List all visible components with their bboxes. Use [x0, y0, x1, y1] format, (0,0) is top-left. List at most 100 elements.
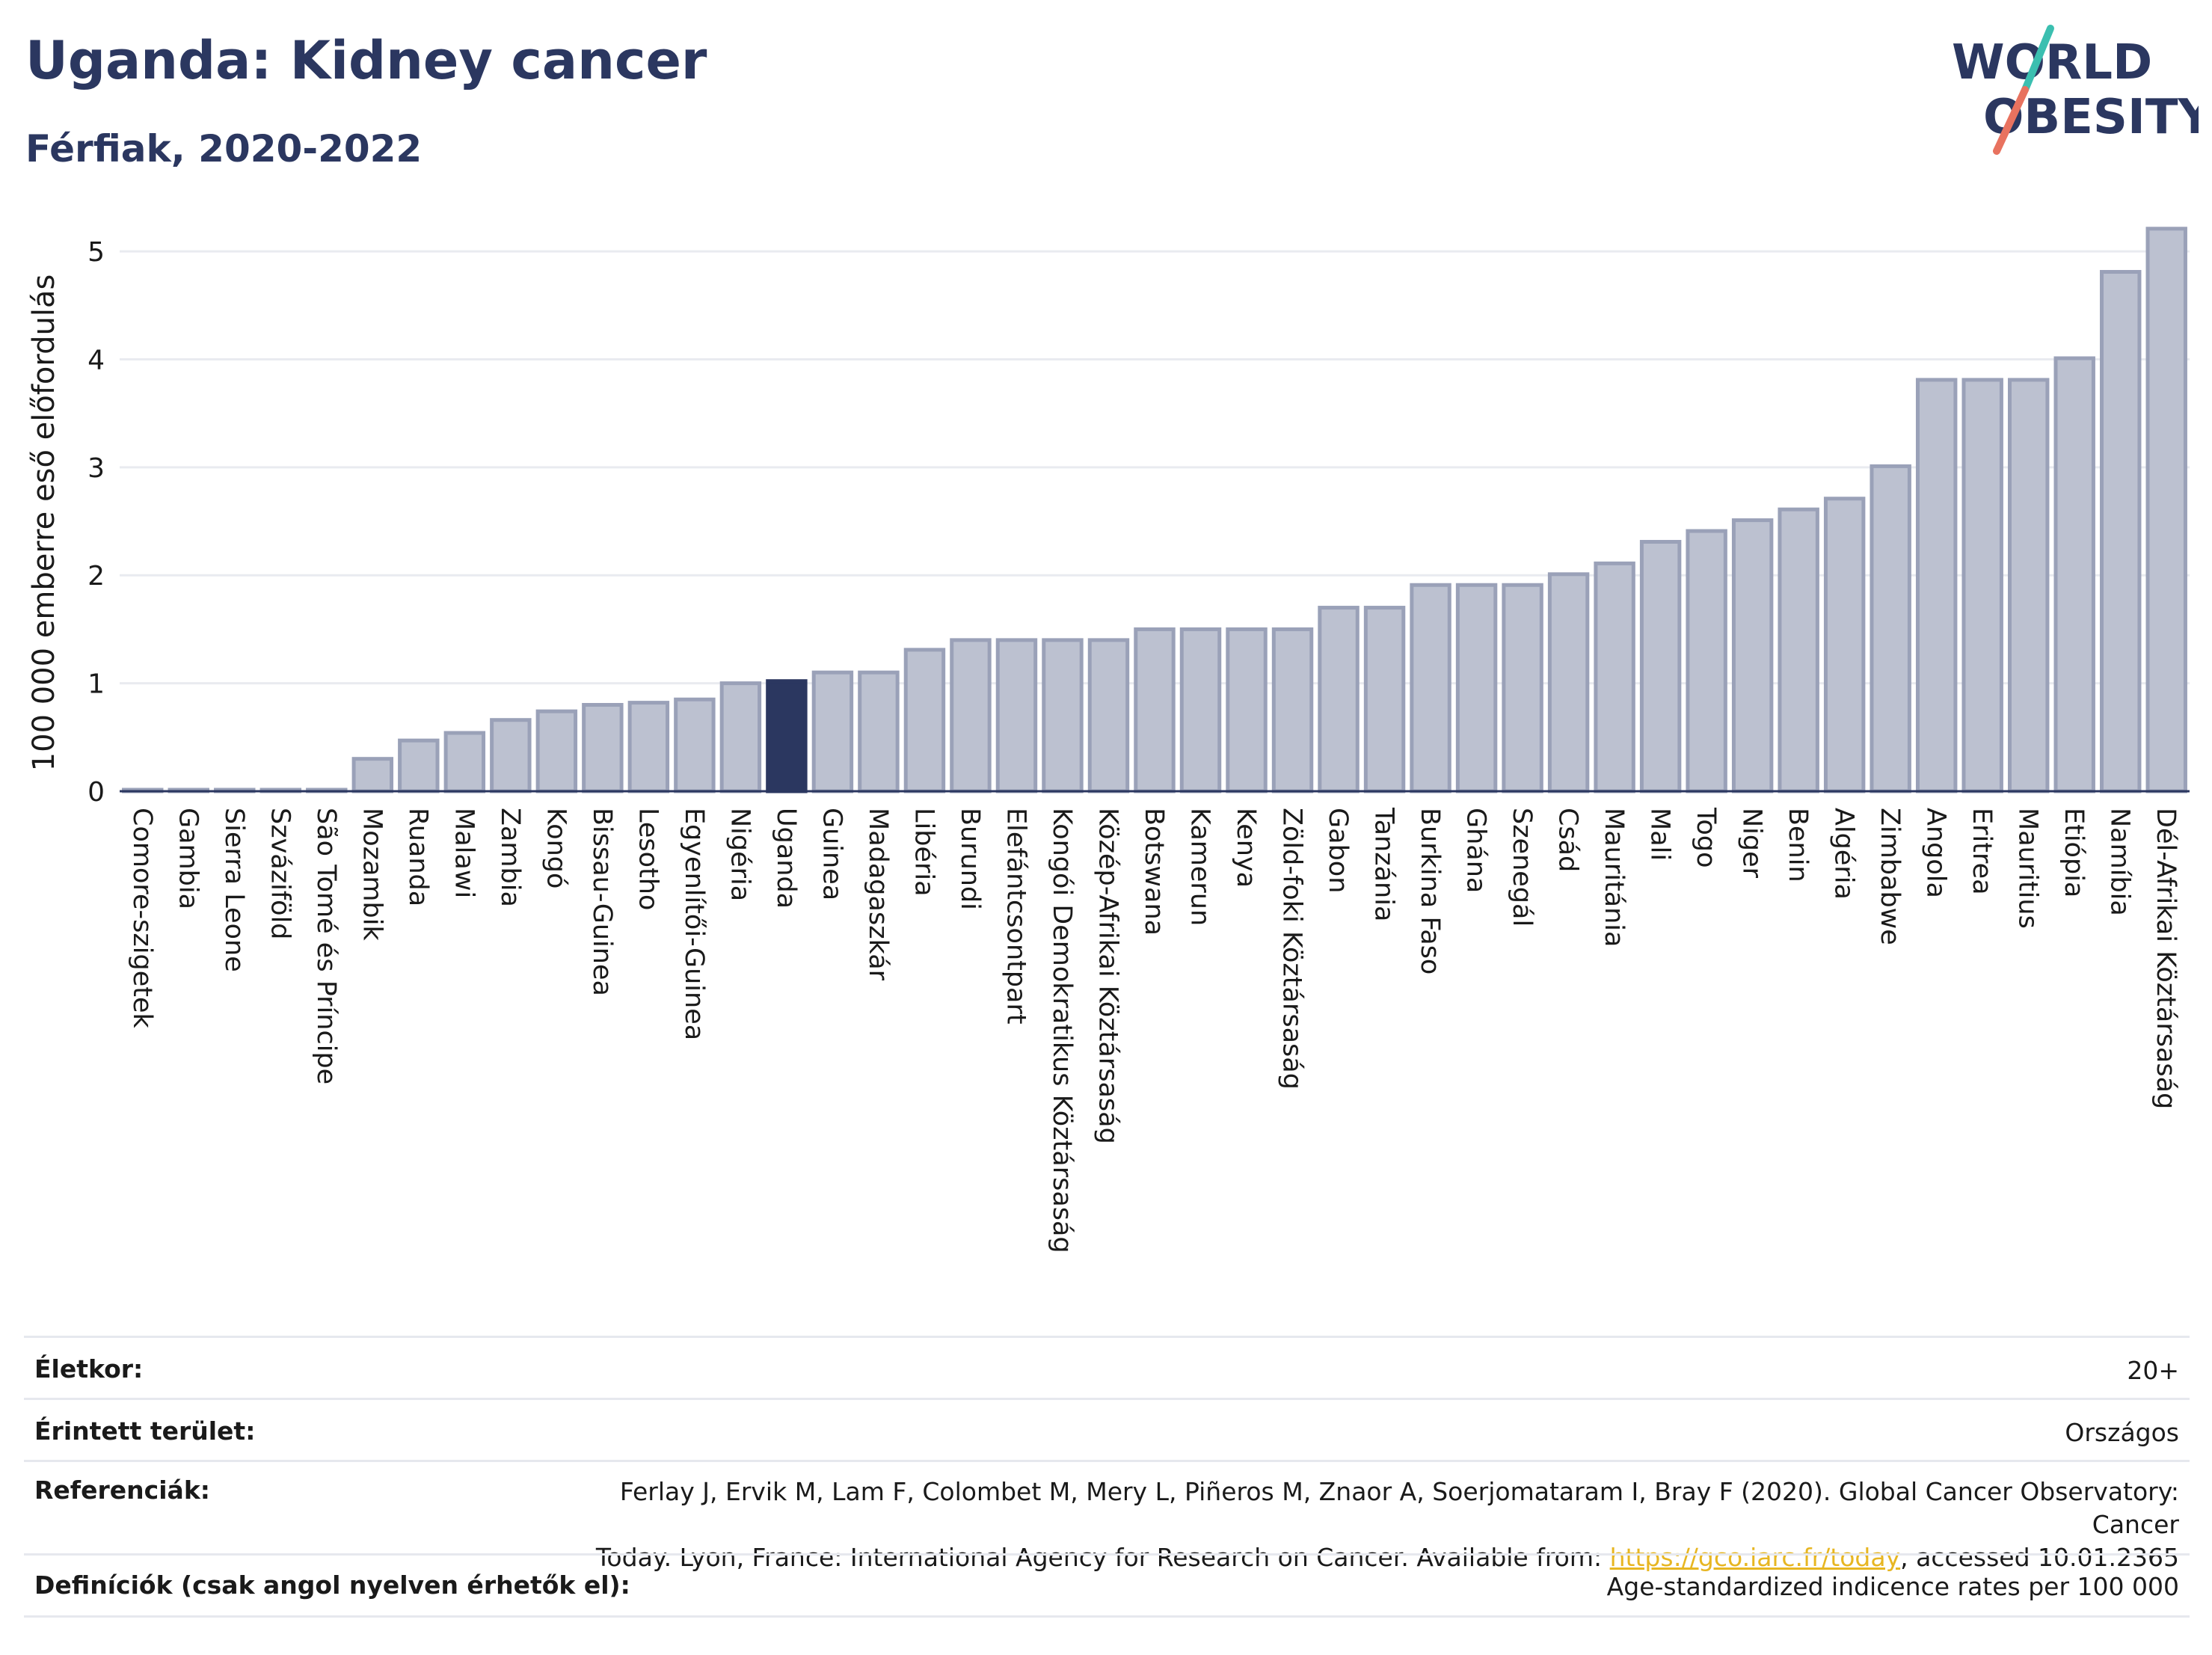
y-tick-label: 4: [87, 345, 105, 375]
bar: [1870, 464, 1911, 793]
x-tick-label: Libéria: [909, 808, 938, 897]
x-tick-label: Lesotho: [633, 808, 663, 910]
bar: [858, 670, 900, 793]
references-value: Ferlay J, Ervik M, Lam F, Colombet M, Me…: [534, 1476, 2190, 1574]
logo-line1: WORLD: [1952, 35, 2152, 90]
info-row-age: Életkor: 20+: [24, 1336, 2190, 1398]
bar: [2053, 356, 2095, 793]
x-tick-label: Zöld-foki Köztársaság: [1277, 808, 1307, 1090]
x-tick-label: Dél-Afrikai Köztársaság: [2151, 808, 2181, 1109]
x-tick-label: Elefántcsontpart: [1001, 808, 1030, 1025]
x-tick-label: Guinea: [817, 808, 847, 900]
definitions-label: Definíciók (csak angol nyelven érhetők e…: [34, 1570, 630, 1600]
reference-text-line1: Ferlay J, Ervik M, Lam F, Colombet M, Me…: [619, 1477, 2179, 1539]
x-tick-label: Mozambik: [357, 808, 387, 941]
y-tick-label: 2: [87, 561, 105, 592]
age-value: 20+: [2127, 1356, 2179, 1385]
definitions-value: Age-standardized indicence rates per 100…: [1606, 1572, 2179, 1601]
x-tick-label: Szenegál: [1507, 808, 1537, 927]
x-tick-label: Kamerun: [1185, 808, 1215, 926]
info-row-references: Referenciák: Ferlay J, Ervik M, Lam F, C…: [24, 1460, 2190, 1572]
x-tick-label: Kongói Demokratikus Köztársaság: [1047, 808, 1077, 1253]
x-tick-label: Malawi: [449, 808, 479, 898]
area-value: Országos: [2065, 1418, 2179, 1447]
x-tick-label: Mali: [1645, 808, 1675, 861]
age-label: Életkor:: [34, 1354, 144, 1384]
x-tick-label: Botswana: [1139, 808, 1169, 936]
bar: [1134, 627, 1176, 793]
bar: [535, 709, 578, 793]
x-tick-label: Kenya: [1231, 808, 1261, 888]
bar: [950, 638, 992, 793]
x-tick-label: Namíbia: [2105, 808, 2135, 916]
bar: [1686, 529, 1727, 793]
x-tick-label: Niger: [1737, 808, 1767, 879]
bar: [1502, 583, 1543, 793]
info-table: Életkor: 20+ Érintett terület: Országos …: [24, 1336, 2190, 1618]
x-tick-label: Togo: [1691, 807, 1721, 868]
bar: [351, 757, 394, 793]
reference-text-line2: Today. Lyon, France: International Agenc…: [595, 1543, 1610, 1572]
x-tick-label: Benin: [1783, 808, 1813, 882]
world-obesity-logo: WORLD OBESITY: [1952, 25, 2199, 155]
x-tick-label: Burkina Faso: [1415, 808, 1445, 974]
x-tick-label: Ghána: [1461, 808, 1491, 893]
bar: [627, 701, 670, 793]
y-tick-label: 3: [87, 453, 105, 484]
x-tick-label: Nigéria: [725, 808, 755, 901]
bar: [1226, 627, 1268, 793]
x-tick-label: Madagaszkár: [863, 808, 893, 981]
x-tick-label: Etiópia: [2059, 808, 2089, 897]
bar: [1271, 627, 1314, 793]
bar: [2100, 270, 2142, 793]
chart-subtitle: Férfiak, 2020-2022: [25, 127, 423, 171]
bar: [1179, 627, 1222, 793]
bar: [1594, 561, 1635, 793]
bar: [1823, 497, 1866, 793]
bar: [1547, 572, 1590, 793]
x-tick-label: Tanzánia: [1369, 807, 1399, 921]
info-row-definitions: Definíciók (csak angol nyelven érhetők e…: [24, 1553, 2190, 1618]
bar: [811, 670, 854, 793]
bar: [490, 718, 532, 793]
bar: [1410, 583, 1451, 793]
chart-title: Uganda: Kidney cancer: [25, 30, 707, 91]
bar: [1042, 638, 1084, 793]
logo-slash-red: [1993, 86, 2029, 155]
x-tick-label: Angola: [1921, 808, 1951, 898]
y-tick-label: 5: [87, 237, 105, 268]
x-tick-label: Csád: [1553, 808, 1583, 872]
bar: [1961, 378, 2003, 793]
x-tick-label: Gabon: [1323, 808, 1353, 893]
bar: [1639, 539, 1682, 793]
reference-link[interactable]: https://gco.iarc.fr/today: [1609, 1543, 1901, 1572]
x-tick-label: Uganda: [771, 808, 801, 909]
bar: [1455, 583, 1498, 793]
x-tick-label: Mauritius: [2013, 808, 2043, 929]
x-tick-label: Comore-szigetek: [127, 808, 157, 1028]
x-tick-label: Zambia: [495, 808, 525, 907]
bar: [1731, 518, 1774, 793]
info-row-area: Érintett terület: Országos: [24, 1398, 2190, 1460]
x-tick-label: São Tomé és Príncipe: [311, 808, 341, 1084]
bar: [903, 648, 946, 793]
bar: [1363, 606, 1406, 793]
x-tick-label: Eritrea: [1967, 808, 1997, 895]
y-axis-label: 100 000 emberre eső előfordulás: [27, 274, 61, 772]
logo-slash-teal: [2021, 25, 2054, 93]
area-label: Érintett terület:: [34, 1416, 256, 1446]
bar: [1087, 638, 1130, 793]
x-tick-label: Algéria: [1829, 808, 1859, 900]
bar: [2007, 378, 2050, 793]
x-tick-label: Gambia: [173, 808, 203, 909]
bar: [995, 638, 1038, 793]
x-tick-label: Bissau-Guinea: [587, 808, 617, 996]
x-tick-label: Ruanda: [403, 808, 433, 906]
x-tick-label: Egyenlítői-Guinea: [679, 808, 709, 1040]
bar: [674, 697, 716, 793]
x-tick-label: Kongó: [541, 808, 571, 888]
bar: [1915, 378, 1958, 793]
y-tick-label: 1: [87, 669, 105, 700]
bar-highlight: [766, 679, 808, 793]
bar: [443, 731, 486, 793]
